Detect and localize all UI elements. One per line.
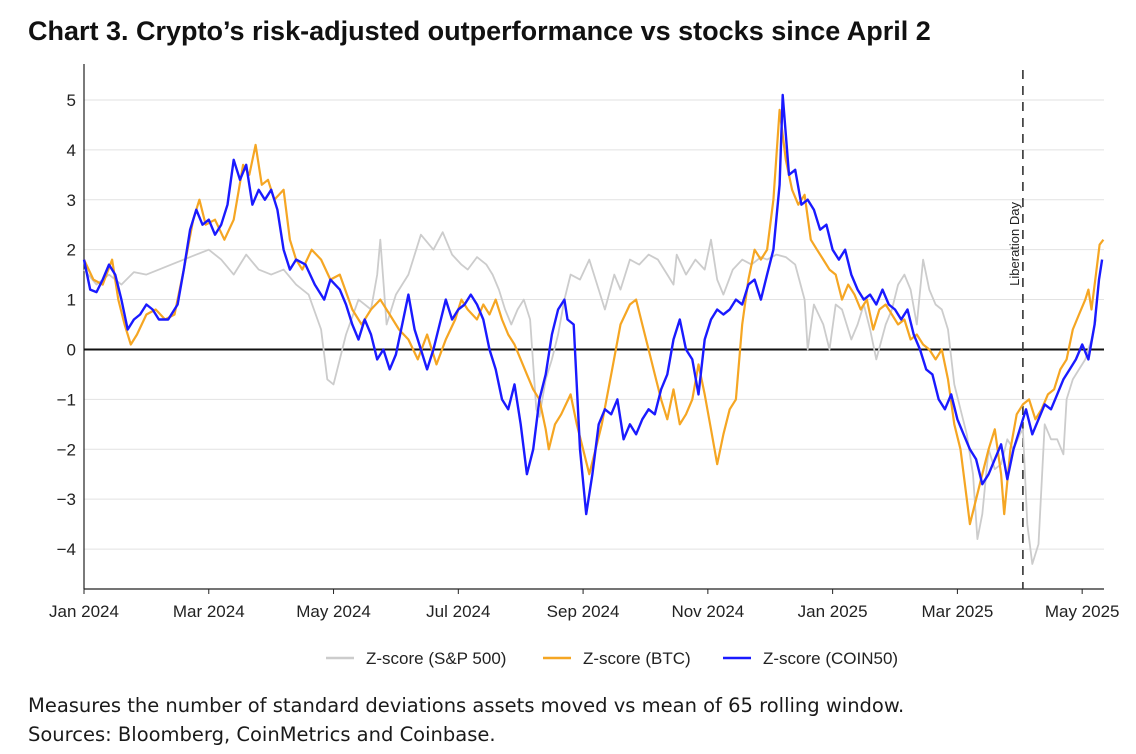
chart-title: Chart 3. Crypto’s risk-adjusted outperfo… [28, 16, 931, 46]
legend-label: Z-score (BTC) [583, 649, 691, 668]
y-tick-label: 5 [67, 91, 76, 110]
y-tick-label: 2 [67, 241, 76, 260]
legend-label: Z-score (S&P 500) [366, 649, 506, 668]
legend-label: Z-score (COIN50) [763, 649, 898, 668]
y-tick-label: −1 [57, 390, 76, 409]
x-tick-label: Mar 2025 [921, 602, 993, 621]
x-tick-label: Jan 2024 [49, 602, 119, 621]
liberation-day-label: Liberation Day [1007, 202, 1022, 286]
series-layer [82, 93, 1105, 565]
x-tick-label: May 2024 [296, 602, 371, 621]
axes: 5 4 3 2 1 0 −1 −2 −3 −4 Jan 2024 Mar 2024 May 2024 Ju… [49, 64, 1120, 621]
y-tick-label: 0 [67, 340, 76, 359]
x-tick-label: Jan 2025 [798, 602, 868, 621]
line-chart: 5 4 3 2 1 0 −1 −2 −3 −4 Jan 2024 Mar 2024 May 2024 Ju… [49, 64, 1120, 668]
y-tick-label: 3 [67, 191, 76, 210]
y-tick-label: −2 [57, 440, 76, 459]
x-tick-label: Sep 2024 [547, 602, 620, 621]
series-line-3 [82, 93, 1104, 516]
x-tick-label: Nov 2024 [671, 602, 744, 621]
y-tick-label: 4 [67, 141, 76, 160]
series-line-1 [83, 231, 1097, 565]
x-tick-label: Mar 2024 [173, 602, 245, 621]
chart-note: Measures the number of standard deviatio… [28, 694, 905, 717]
y-tick-label: −4 [57, 540, 76, 559]
annotation-layer: Liberation Day [1007, 70, 1024, 589]
x-tick-label: Jul 2024 [426, 602, 490, 621]
y-tick-label: 1 [67, 291, 76, 310]
series-line-2 [83, 108, 1105, 526]
x-tick-label: May 2025 [1045, 602, 1120, 621]
chart-source: Sources: Bloomberg, CoinMetrics and Coin… [28, 723, 496, 746]
y-tick-label: −3 [57, 490, 76, 509]
legend: Z-score (S&P 500) Z-score (BTC) Z-score (C… [326, 649, 898, 668]
